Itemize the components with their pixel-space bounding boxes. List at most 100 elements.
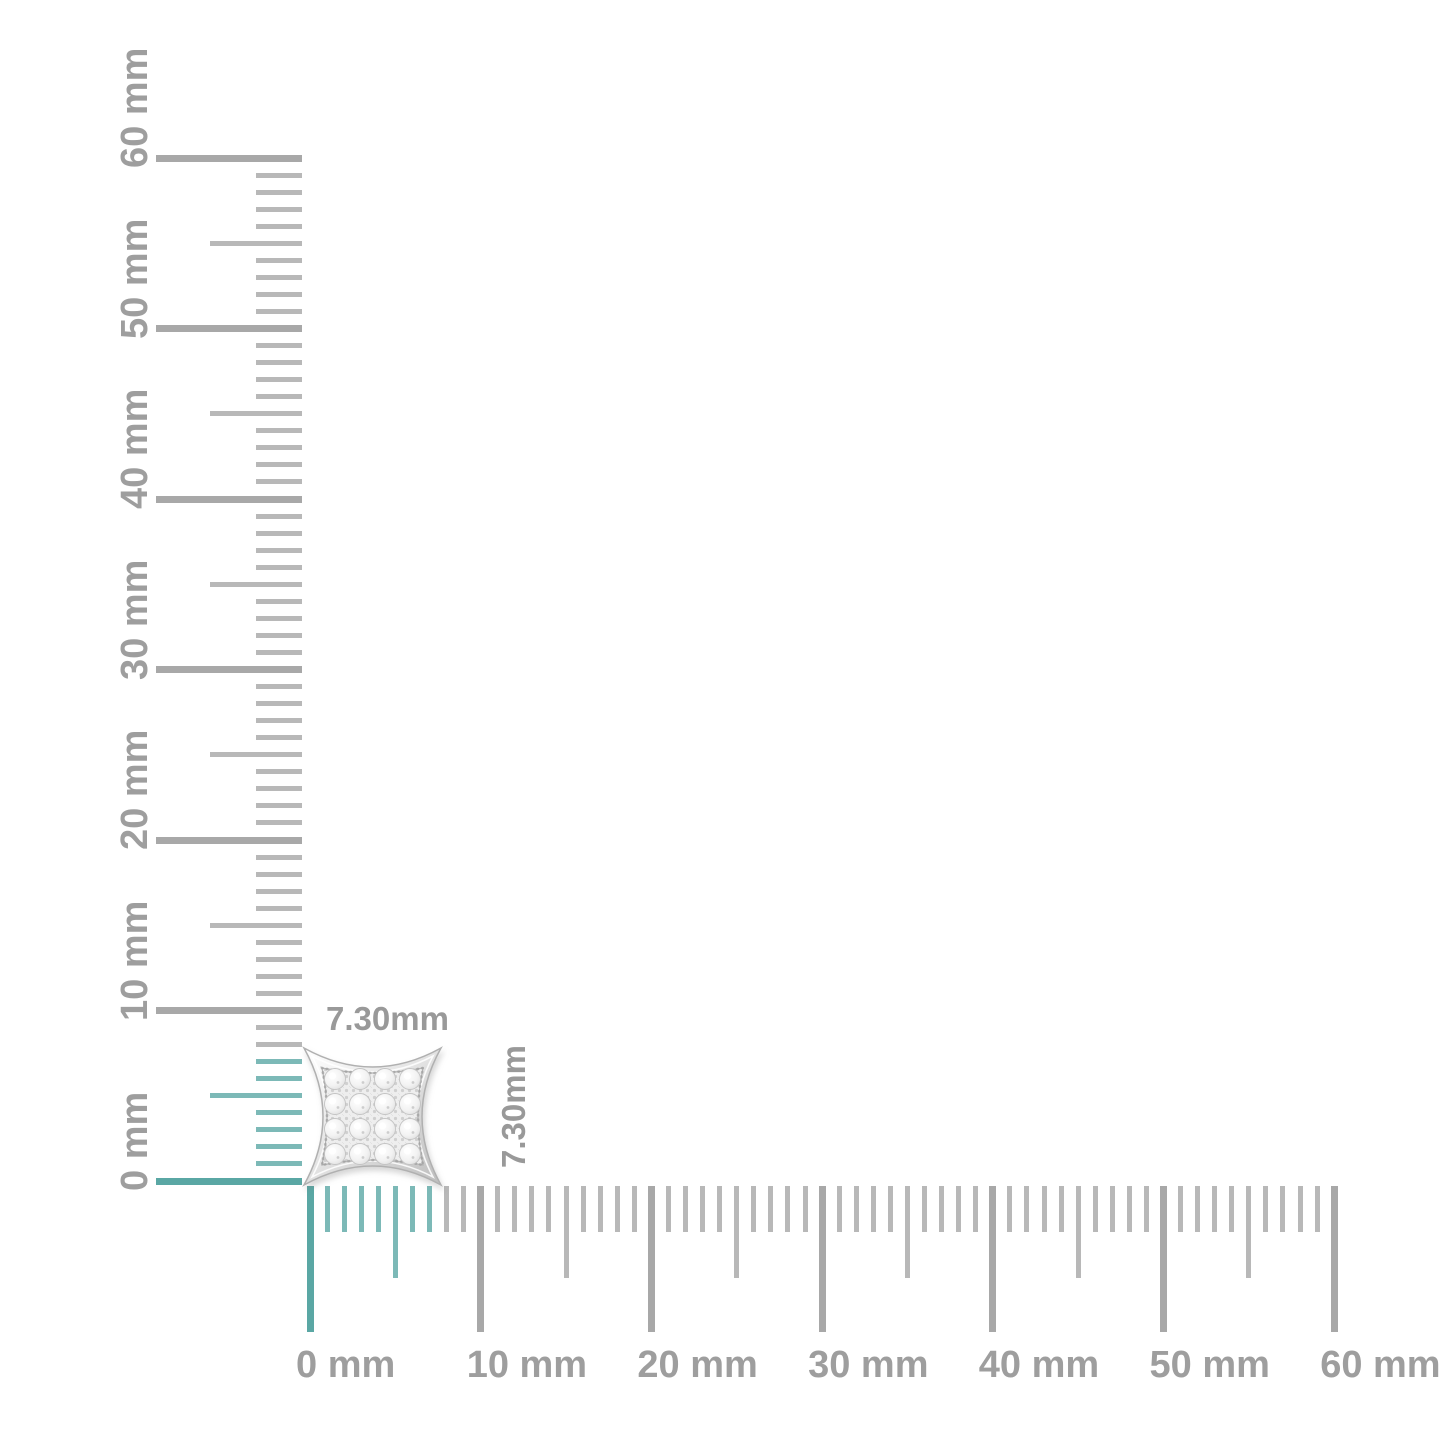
- diamond-stones: [324, 1068, 421, 1165]
- diamond-stone: [324, 1093, 346, 1115]
- stone-sparkle: [378, 1122, 387, 1130]
- stone-facet-dot: [411, 1131, 415, 1134]
- diamond-stone: [374, 1118, 396, 1140]
- ruler-tick: [156, 154, 302, 162]
- ruler-tick: [256, 735, 302, 741]
- stone-sparkle: [353, 1122, 362, 1130]
- ruler-tick: [256, 871, 302, 877]
- stone-sparkle: [378, 1147, 387, 1155]
- stone-sparkle: [353, 1147, 362, 1155]
- ruler-tick: [818, 1186, 826, 1332]
- ruler-label: 60 mm: [1320, 1344, 1441, 1386]
- ruler-tick: [256, 820, 302, 826]
- ruler-tick: [256, 803, 302, 809]
- ruler-tick: [717, 1186, 723, 1232]
- ruler-tick: [256, 274, 302, 280]
- ruler-tick: [210, 752, 302, 758]
- ruler-tick: [734, 1186, 740, 1278]
- ruler-tick: [256, 786, 302, 792]
- ruler-tick: [256, 189, 302, 195]
- ruler-tick: [426, 1186, 432, 1232]
- ruler-tick: [409, 1186, 415, 1232]
- ruler-tick: [870, 1186, 876, 1232]
- ruler-tick: [989, 1186, 997, 1332]
- ruler-tick: [700, 1186, 706, 1232]
- ruler-tick: [1143, 1186, 1149, 1232]
- ruler-tick: [922, 1186, 928, 1232]
- ruler-tick: [256, 547, 302, 553]
- ruler-tick: [256, 172, 302, 178]
- ruler-tick: [256, 888, 302, 894]
- ruler-tick: [1330, 1186, 1338, 1332]
- ruler-tick: [256, 1059, 302, 1065]
- ruler-tick: [665, 1186, 671, 1232]
- ruler-tick: [256, 308, 302, 314]
- ruler-tick: [375, 1186, 381, 1232]
- ruler-tick: [256, 462, 302, 468]
- ruler-label: 0 mm: [296, 1344, 396, 1386]
- ruler-tick: [256, 513, 302, 519]
- ruler-tick: [1229, 1186, 1235, 1232]
- ruler-tick: [647, 1186, 655, 1332]
- ruler-tick: [1024, 1186, 1030, 1232]
- ruler-tick: [256, 1110, 302, 1116]
- stone-facet-dot: [336, 1156, 340, 1159]
- stone-facet-dot: [361, 1131, 365, 1134]
- ruler-tick: [256, 206, 302, 212]
- ruler-tick: [256, 905, 302, 911]
- diamond-stud-earring-image: [302, 1046, 443, 1187]
- ruler-tick: [156, 836, 302, 844]
- stone-sparkle: [328, 1122, 337, 1130]
- diamond-stone: [324, 1118, 346, 1140]
- diamond-stone: [374, 1068, 396, 1090]
- ruler-label: 10 mm: [466, 1344, 588, 1386]
- ruler-tick: [477, 1186, 485, 1332]
- diamond-stone: [399, 1118, 421, 1140]
- ruler-tick: [614, 1186, 620, 1232]
- ruler-tick: [256, 564, 302, 570]
- stone-facet-dot: [361, 1106, 365, 1109]
- ruler-tick: [444, 1186, 450, 1232]
- diamond-stone: [374, 1143, 396, 1165]
- diamond-stone: [349, 1093, 371, 1115]
- ruler-tick: [461, 1186, 467, 1232]
- ruler-tick: [1195, 1186, 1201, 1232]
- ruler-tick: [256, 718, 302, 724]
- ruler-tick: [256, 257, 302, 263]
- diamond-stone: [349, 1068, 371, 1090]
- ruler-tick: [1178, 1186, 1184, 1232]
- ruler-tick: [306, 1186, 314, 1332]
- stone-facet-dot: [386, 1131, 390, 1134]
- ruler-tick: [631, 1186, 637, 1232]
- ruler-tick: [210, 411, 302, 417]
- ruler-tick: [256, 343, 302, 349]
- ruler-tick: [256, 1144, 302, 1150]
- ruler-tick: [156, 495, 302, 503]
- diamond-stone: [399, 1093, 421, 1115]
- ruler-tick: [1160, 1186, 1167, 1332]
- ruler-tick: [256, 428, 302, 434]
- ruler-tick: [256, 223, 302, 229]
- diamond-stone: [324, 1143, 346, 1165]
- ruler-tick: [256, 360, 302, 366]
- ruler-label: 0 mm: [114, 1091, 156, 1191]
- diamond-stone: [324, 1068, 346, 1090]
- stone-facet-dot: [386, 1106, 390, 1109]
- ruler-tick: [256, 990, 302, 996]
- ruler-tick: [1126, 1186, 1132, 1232]
- ruler-tick: [887, 1186, 893, 1232]
- ruler-tick: [210, 240, 302, 246]
- ruler-tick: [904, 1186, 910, 1278]
- stone-facet-dot: [386, 1156, 390, 1159]
- ruler-tick: [324, 1186, 330, 1232]
- stone-sparkle: [378, 1097, 387, 1105]
- stone-sparkle: [403, 1147, 412, 1155]
- ruler-tick: [1075, 1186, 1081, 1278]
- ruler-tick: [156, 1177, 302, 1185]
- stone-facet-dot: [361, 1156, 365, 1159]
- stone-facet-dot: [411, 1106, 415, 1109]
- stone-sparkle: [328, 1147, 337, 1155]
- diamond-stone: [399, 1143, 421, 1165]
- ruler-tick: [256, 1127, 302, 1133]
- stone-sparkle: [353, 1097, 362, 1105]
